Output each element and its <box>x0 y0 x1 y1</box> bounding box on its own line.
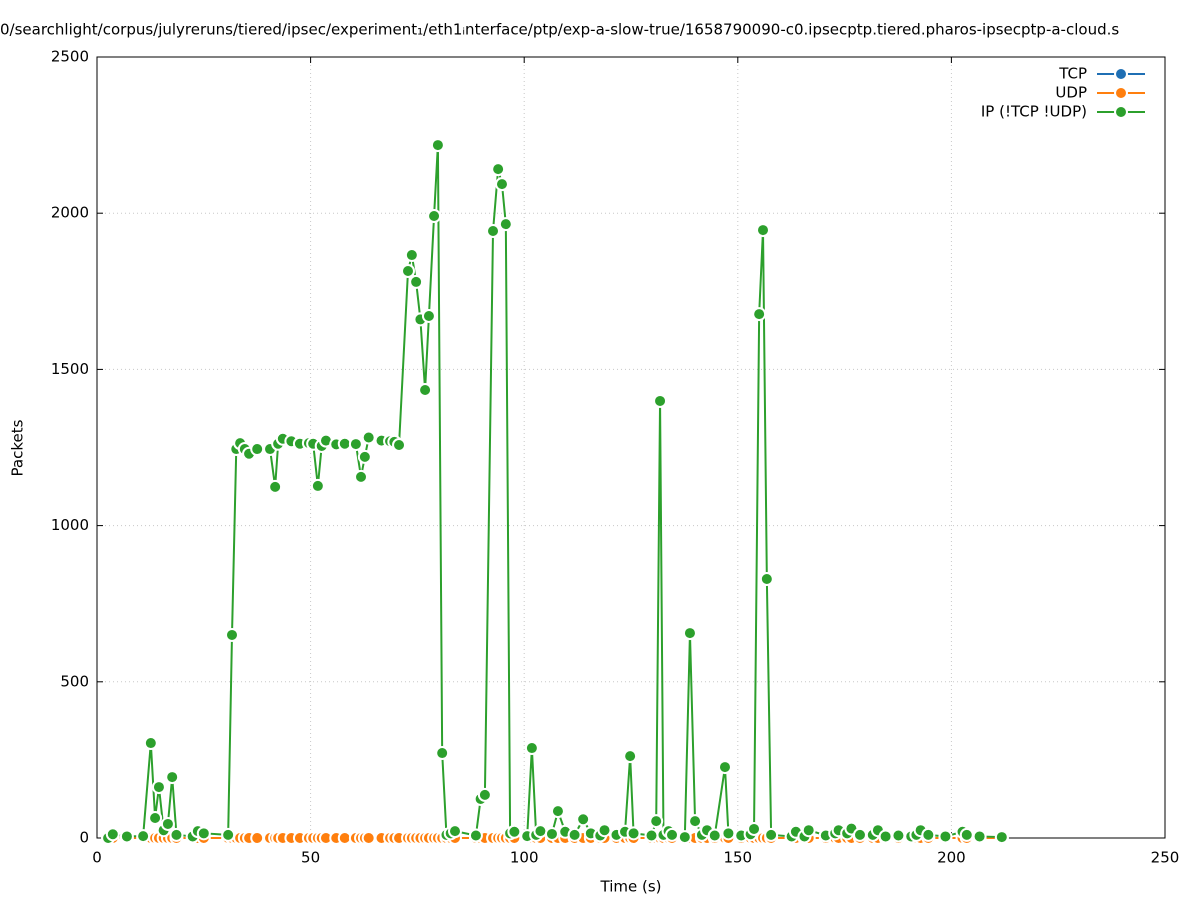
data-point <box>649 814 664 829</box>
data-point <box>151 780 166 795</box>
data-point <box>959 827 974 842</box>
data-point <box>721 826 736 841</box>
data-point <box>250 831 265 845</box>
data-point <box>409 274 424 289</box>
legend-label: UDP <box>1055 84 1087 102</box>
data-point <box>435 746 450 761</box>
data-point <box>507 824 522 839</box>
chart-title: 0/searchlight/corpus/julyreruns/tiered/i… <box>0 21 1119 39</box>
data-point <box>491 162 506 177</box>
data-point <box>468 828 483 843</box>
x-tick-label: 200 <box>937 849 966 867</box>
data-point <box>972 829 987 844</box>
data-point <box>665 827 680 842</box>
data-point <box>119 829 134 844</box>
data-point <box>756 223 771 238</box>
legend-marker <box>1114 105 1128 119</box>
data-point <box>759 572 774 587</box>
data-point <box>938 829 953 844</box>
x-tick-label: 250 <box>1151 849 1180 867</box>
legend-label: IP (!TCP !UDP) <box>981 103 1087 121</box>
data-point <box>357 449 372 464</box>
data-point <box>994 830 1009 845</box>
data-point <box>688 814 703 829</box>
data-point <box>148 811 163 826</box>
data-point <box>354 469 369 484</box>
data-point <box>498 217 513 232</box>
data-point <box>310 478 325 493</box>
data-point <box>401 263 416 278</box>
data-point <box>361 831 376 845</box>
data-point <box>361 430 376 445</box>
data-point <box>533 824 548 839</box>
data-point <box>544 826 559 841</box>
y-tick-label: 1500 <box>51 360 89 378</box>
y-tick-label: 2000 <box>51 204 89 222</box>
legend-label: TCP <box>1058 65 1087 83</box>
legend-marker <box>1114 67 1128 81</box>
data-point <box>196 826 211 841</box>
legend-marker <box>1114 86 1128 100</box>
data-point <box>852 827 867 842</box>
y-tick-label: 2500 <box>51 48 89 66</box>
data-point <box>644 828 659 843</box>
data-point <box>653 393 668 408</box>
x-tick-label: 100 <box>510 849 539 867</box>
data-point <box>421 308 436 323</box>
data-point <box>348 437 363 452</box>
data-point <box>626 826 641 841</box>
data-point <box>524 741 539 756</box>
series-line <box>107 145 1002 839</box>
data-point <box>224 627 239 642</box>
data-point <box>682 626 697 641</box>
x-tick-label: 50 <box>301 849 320 867</box>
data-point <box>169 827 184 842</box>
data-point <box>477 787 492 802</box>
data-point <box>486 224 501 239</box>
data-point <box>567 827 582 842</box>
data-point <box>801 823 816 838</box>
x-tick-label: 0 <box>92 849 102 867</box>
data-point <box>752 307 767 322</box>
data-point <box>550 804 565 819</box>
data-point <box>891 828 906 843</box>
data-point <box>677 830 692 845</box>
data-point <box>717 760 732 775</box>
x-axis-label: Time (s) <box>600 878 662 896</box>
data-point <box>623 749 638 764</box>
data-point <box>921 827 936 842</box>
data-point <box>250 442 265 457</box>
data-point <box>165 770 180 785</box>
data-point <box>418 383 433 398</box>
data-point <box>143 736 158 751</box>
data-point <box>430 138 445 153</box>
data-point <box>136 829 151 844</box>
data-point <box>427 209 442 224</box>
data-point <box>494 177 509 192</box>
data-point <box>878 829 893 844</box>
data-point <box>747 821 762 836</box>
data-point <box>404 248 419 263</box>
y-tick-label: 0 <box>79 829 89 847</box>
data-point <box>160 816 175 831</box>
data-point <box>268 479 283 494</box>
x-tick-label: 150 <box>723 849 752 867</box>
data-point <box>764 827 779 842</box>
y-axis-label: Packets <box>9 419 27 476</box>
y-tick-label: 500 <box>60 672 89 690</box>
y-tick-label: 1000 <box>51 516 89 534</box>
data-point <box>105 827 120 842</box>
data-point <box>447 824 462 839</box>
data-point <box>707 828 722 843</box>
data-point <box>392 438 407 453</box>
data-point <box>597 823 612 838</box>
data-point <box>221 827 236 842</box>
data-point <box>576 812 591 827</box>
